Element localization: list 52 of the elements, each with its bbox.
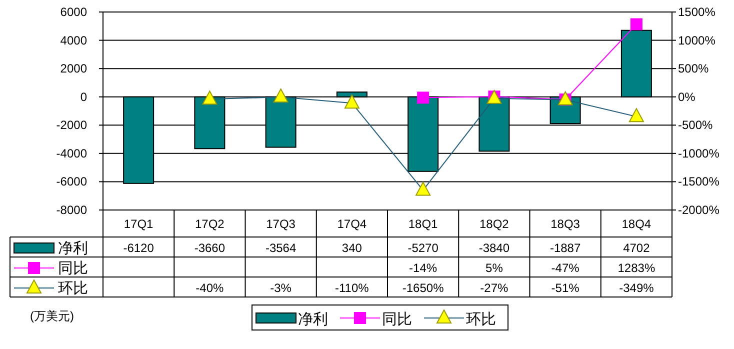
x-tick-label: 17Q1 [124,217,154,231]
legend-label: 环比 [466,311,496,328]
data-label: 340 [342,241,362,255]
point [630,18,642,30]
text: 同比 [58,260,88,277]
x-tick-label: 17Q4 [337,217,367,231]
data-label: -27% [480,281,509,295]
y2-tick-label: -500% [678,118,714,132]
y2-tick-label: 1000% [678,33,716,48]
x-tick-label: 17Q3 [266,217,296,231]
x-tick-label: 18Q1 [408,217,438,231]
data-label: -5270 [408,241,439,255]
y-tick-label: 0 [80,90,88,104]
x-tick-label: 17Q2 [195,217,225,231]
y2-tick-label: -1500% [678,174,720,189]
y-tick-label: -4000 [56,146,88,160]
y2-tick-label: -1000% [678,146,720,160]
data-label: -3% [270,281,292,295]
y-tick-label: 6000 [60,5,88,19]
x-tick-label: 18Q2 [480,217,510,231]
y-tick-label: 2000 [60,62,88,76]
data-label: -3660 [194,241,226,255]
data-label: -47% [551,261,580,275]
y2-tick-label: 500% [678,62,710,76]
data-label: -6120 [123,241,154,255]
y-tick-label: -2000 [56,118,88,132]
point [417,92,430,104]
x-tick-label: 18Q4 [622,217,652,231]
data-label: 4702 [623,241,650,255]
data-label: 1283% [618,261,656,275]
data-label: -1887 [550,241,581,255]
data-label: 5% [486,261,504,275]
y2-tick-label: -2000% [678,203,720,217]
text: 净利 [298,311,328,328]
text: (万美元) [30,309,74,323]
y-tick-label: -6000 [56,174,88,189]
y2-tick-label: 1500% [678,5,716,19]
legend-label: 同比 [382,311,412,328]
data-label: -349% [619,281,654,295]
data-label: -3840 [478,241,510,255]
x-tick-label: 18Q3 [550,217,580,231]
data-label: -14% [409,261,438,275]
y2-tick-label: 0% [678,90,696,104]
text: 环比 [58,280,88,297]
legend-label: 净利 [58,240,88,257]
data-label: -51% [551,281,580,295]
data-label: -3564 [265,241,296,255]
y-tick-label: -8000 [56,203,88,217]
data-label: -110% [335,281,370,295]
data-label: -1650% [402,281,444,295]
data-label: -40% [196,281,224,295]
y-tick-label: 4000 [60,33,88,48]
